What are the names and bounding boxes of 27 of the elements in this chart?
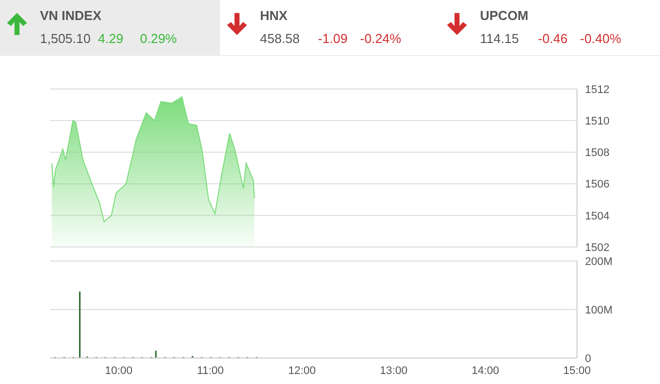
data-label: -0.46 — [538, 31, 568, 46]
y-tick-label: 200M — [585, 256, 613, 268]
x-tick-label: 15:00 — [563, 364, 591, 377]
data-label: 0.29% — [140, 31, 177, 46]
x-tick-label: 14:00 — [472, 364, 500, 377]
data-label: 1,505.10 — [40, 31, 91, 46]
data-label: -0.24% — [360, 31, 402, 46]
y-tick-label: 0 — [585, 352, 592, 365]
y-tick-label: 1512 — [585, 84, 610, 96]
y-tick-label: 1510 — [585, 116, 610, 128]
y-tick-label: 1502 — [585, 242, 610, 254]
x-tick-label: 13:00 — [380, 364, 408, 377]
data-label: 4.29 — [98, 31, 124, 46]
x-tick-label: 12:00 — [288, 364, 316, 377]
y-tick-label: 1508 — [585, 147, 610, 160]
data-label: -0.40% — [580, 31, 622, 46]
category-label: VN INDEX — [40, 8, 102, 23]
y-tick-label: 1504 — [585, 210, 610, 222]
x-tick-label: 10:00 — [104, 364, 133, 377]
category-label: HNX — [260, 8, 288, 23]
category-label: UPCOM — [480, 8, 528, 23]
data-label: 458.58 — [260, 31, 300, 46]
y-tick-label: 100M — [585, 304, 613, 316]
data-label: 114.15 — [480, 31, 519, 46]
y-tick-label: 1506 — [585, 178, 610, 191]
data-label: -1.09 — [318, 31, 348, 46]
x-tick-label: 11:00 — [197, 364, 224, 377]
